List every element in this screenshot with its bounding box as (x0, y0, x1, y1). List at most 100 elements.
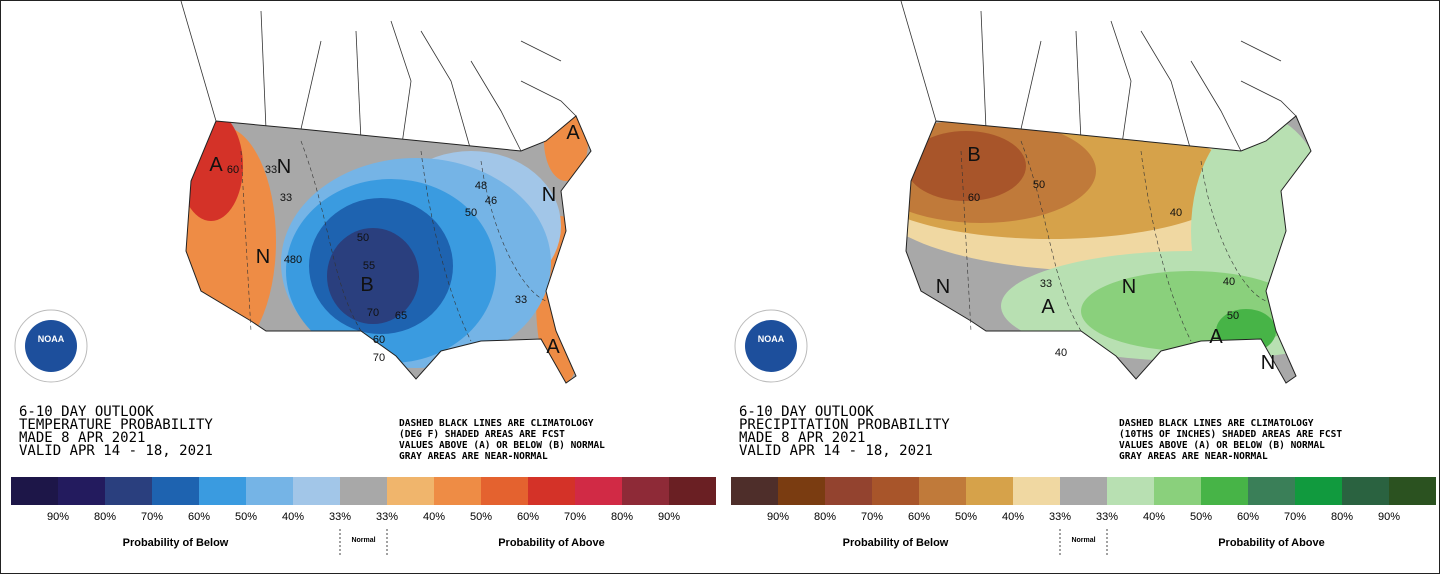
outlook-heading: TEMPERATURE PROBABILITY (19, 417, 213, 433)
legend-tick-label: 33% (329, 511, 351, 523)
state-line (1020, 140, 1082, 332)
boundary-line (1020, 40, 1042, 130)
us-outline (185, 115, 592, 384)
boundary-line (260, 10, 267, 130)
legend-swatch (575, 477, 622, 505)
legend-tick-label: 70% (141, 511, 163, 523)
map-label: 40 (1223, 276, 1235, 288)
legend-tick-label: 50% (235, 511, 257, 523)
boundary-line (1190, 60, 1242, 152)
boundary-line (980, 10, 987, 130)
legend-swatch (1060, 477, 1107, 505)
legend-swatch (199, 477, 246, 505)
legend-swatch (387, 477, 434, 505)
legend-tick-label: 60% (1237, 511, 1259, 523)
forecast-shading (906, 116, 1311, 383)
boundary-line (300, 40, 322, 130)
boundary-line (520, 80, 577, 117)
boundary-line (1240, 80, 1297, 117)
map-label: 60 (968, 192, 980, 204)
outlook-heading: MADE 8 APR 2021 (19, 430, 145, 446)
shade-area (327, 228, 419, 324)
state-line (1200, 160, 1267, 302)
logo-text: NOAA (38, 334, 65, 344)
legend-swatch (246, 477, 293, 505)
map-label: B (360, 274, 373, 296)
legend-swatch (1389, 477, 1436, 505)
legend-tick-label: 80% (94, 511, 116, 523)
boundary-line (1140, 30, 1192, 152)
legend-tick-label: 60% (188, 511, 210, 523)
state-line (240, 150, 252, 332)
map-label: 65 (395, 310, 407, 322)
legend-tick-label: 50% (955, 511, 977, 523)
legend-swatch (778, 477, 825, 505)
legend-swatch (919, 477, 966, 505)
legend-swatch (872, 477, 919, 505)
legend-swatch (293, 477, 340, 505)
map-label: 50 (1227, 310, 1239, 322)
noaa-logo-inner (25, 320, 77, 372)
map-label: 40 (1055, 347, 1067, 359)
map-label: 33 (280, 192, 292, 204)
legend-tick-label: 90% (767, 511, 789, 523)
legend-tick-label: 70% (861, 511, 883, 523)
legend-normal: Normal (1071, 537, 1095, 544)
boundary-line (900, 1, 937, 122)
logo-text: NOAA (758, 334, 785, 344)
outlook-note: VALUES ABOVE (A) OR BELOW (B) NORMAL (1119, 440, 1325, 451)
boundary-line (1240, 40, 1282, 62)
shade-area (1216, 309, 1276, 353)
legend-above: Probability of Above (498, 537, 605, 549)
legend-swatch (1107, 477, 1154, 505)
legend-tick-label: 90% (1378, 511, 1400, 523)
legend-swatch (1248, 477, 1295, 505)
map-label: N (1261, 352, 1275, 374)
map-label: 48 (475, 180, 487, 192)
outlook-heading: 6-10 DAY OUTLOOK (739, 404, 874, 420)
legend-tick-label: 33% (1096, 511, 1118, 523)
legend-swatch (1013, 477, 1060, 505)
map-label: 50 (357, 232, 369, 244)
map-label: 55 (363, 260, 375, 272)
map-label: 33 (1040, 278, 1052, 290)
outlook-note: DASHED BLACK LINES ARE CLIMATOLOGY (1119, 418, 1314, 429)
shade-area (906, 131, 1026, 201)
legend-tick-label: 40% (1143, 511, 1165, 523)
legend-swatch (1154, 477, 1201, 505)
legend-swatch (1342, 477, 1389, 505)
legend-swatch (731, 477, 778, 505)
legend-tick-label: 50% (1190, 511, 1212, 523)
legend-below: Probability of Below (123, 537, 229, 549)
outlook-note: VALUES ABOVE (A) OR BELOW (B) NORMAL (399, 440, 605, 451)
legend-tick-label: 60% (908, 511, 930, 523)
map-label: N (256, 246, 270, 268)
outlook-note: (DEG F) SHADED AREAS ARE FCST (399, 429, 565, 440)
legend-swatch (340, 477, 387, 505)
boundary-line (470, 60, 522, 152)
legend-tick-label: 70% (564, 511, 586, 523)
state-line (300, 140, 362, 332)
boundary-line (1075, 30, 1082, 142)
us-outline (905, 115, 1312, 384)
legend-tick-label: 90% (47, 511, 69, 523)
legend-swatch (11, 477, 58, 505)
map-label: 480 (284, 254, 302, 266)
boundary-line (1110, 20, 1132, 152)
legend-tick-label: 40% (1002, 511, 1024, 523)
state-line (480, 160, 547, 302)
legend-tick-label: 90% (658, 511, 680, 523)
map-label: A (209, 154, 223, 176)
map-label: 50 (1033, 179, 1045, 191)
legend-swatch (1201, 477, 1248, 505)
map-label: B (967, 144, 980, 166)
legend-swatch (966, 477, 1013, 505)
map-label: N (542, 184, 556, 206)
boundary-line (180, 1, 217, 122)
map-label: A (1041, 296, 1055, 318)
boundary-line (520, 40, 562, 62)
legend-normal: Normal (351, 537, 375, 544)
legend-tick-label: 60% (517, 511, 539, 523)
